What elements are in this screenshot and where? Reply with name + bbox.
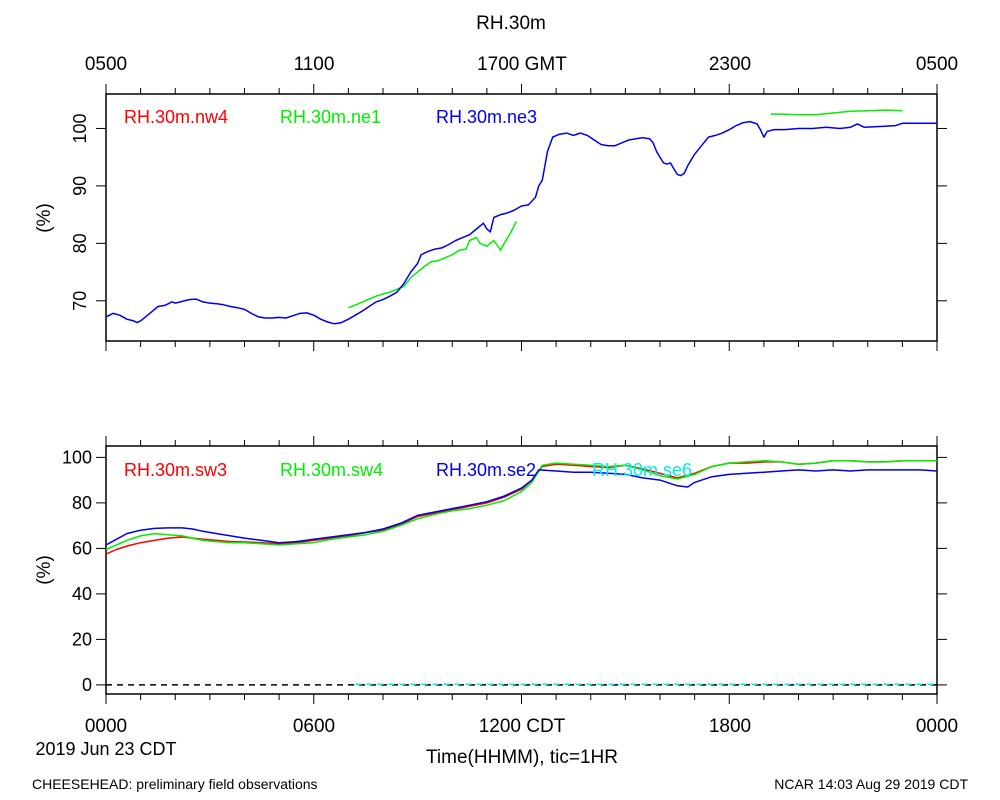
y-tick-label: 80 — [72, 493, 92, 513]
bottom-tick-label: 1800 — [709, 716, 751, 737]
y-tick-label: 20 — [72, 629, 92, 649]
y-tick-label: 0 — [82, 675, 92, 695]
top-tick-label: 0500 — [916, 54, 958, 75]
top-tick-label: 1700 GMT — [477, 54, 567, 75]
legend-sw4: RH.30m.sw4 — [280, 460, 383, 480]
bottom-tick-label: 0600 — [293, 716, 335, 737]
bottom-tick-label: 0000 — [916, 716, 958, 737]
series-line-rh-30m-ne1 — [348, 109, 903, 309]
y-tick-label: 60 — [72, 538, 92, 558]
data-series — [105, 109, 938, 686]
legend-sw3: RH.30m.sw3 — [124, 460, 227, 480]
y-tick-label: 70 — [70, 291, 90, 311]
bottom-ylabel: (%) — [34, 555, 55, 585]
legend-ne3: RH.30m.ne3 — [436, 107, 537, 127]
bottom-panel-frame — [105, 445, 938, 695]
footer-right: NCAR 14:03 Aug 29 2019 CDT — [774, 776, 968, 792]
footer-left: CHEESEHEAD: preliminary field observatio… — [32, 776, 318, 792]
top-tick-label: 2300 — [709, 54, 751, 75]
legend-se2: RH.30m.se2 — [436, 460, 536, 480]
top-panel-frame — [105, 93, 938, 342]
axis-ticks: 70 80 90 100 0 20 40 60 80 100 — [62, 84, 947, 704]
legend-ne1: RH.30m.ne1 — [280, 107, 381, 127]
date-label: 2019 Jun 23 CDT — [35, 739, 176, 759]
y-tick-label: 100 — [62, 447, 92, 467]
x-axis-label: Time(HHMM), tic=1HR — [426, 747, 618, 768]
top-tick-label: 0500 — [85, 54, 127, 75]
y-tick-label: 40 — [72, 584, 92, 604]
y-tick-label: 90 — [70, 176, 90, 196]
series-line-rh-30m-se2 — [105, 469, 938, 546]
series-line-rh-30m-ne3 — [105, 120, 937, 325]
y-tick-label: 100 — [70, 113, 90, 143]
chart-title: RH.30m — [476, 13, 546, 34]
bottom-tick-label: 0000 — [85, 716, 127, 737]
bottom-tick-label: 1200 CDT — [479, 716, 566, 737]
series-line-rh-30m-sw4 — [105, 460, 937, 551]
legend-se6: RH.30m.se6 — [592, 460, 692, 480]
top-tick-label: 1100 — [294, 54, 335, 75]
legend-nw4: RH.30m.nw4 — [124, 107, 228, 127]
top-ylabel: (%) — [34, 203, 55, 233]
y-tick-label: 80 — [70, 233, 90, 253]
